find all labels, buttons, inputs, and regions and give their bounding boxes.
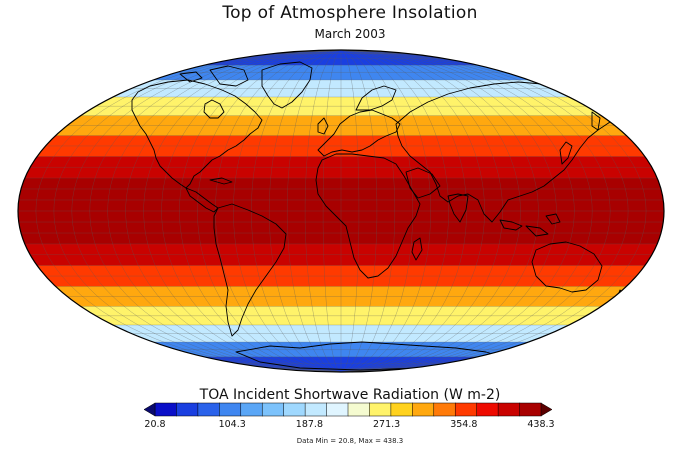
data-range-note: Data Min = 20.8, Max = 438.3	[296, 437, 404, 445]
colorbar-cell	[433, 402, 456, 417]
world-map	[17, 49, 665, 373]
coastline-asia	[395, 81, 617, 223]
colorbar-max-arrow	[540, 402, 553, 417]
meridian-line	[143, 50, 342, 372]
colorbar-cell	[197, 402, 220, 417]
colorbar-cell	[412, 402, 435, 417]
meridian-line	[322, 50, 342, 372]
coastline-madagascar	[411, 237, 423, 261]
coastline-africa	[315, 153, 421, 279]
coastline-arabia	[405, 167, 441, 199]
meridian-line	[197, 50, 342, 372]
coastline-hudson-bay	[203, 99, 225, 119]
coastline-arctic-islands	[209, 65, 249, 87]
colorbar-cell	[219, 402, 242, 417]
meridian-line	[268, 50, 342, 372]
meridian-line	[125, 50, 342, 372]
colorbar-tick-label: 104.3	[219, 419, 246, 430]
colorbar-title: TOA Incident Shortwave Radiation (W m-2)	[199, 387, 501, 403]
meridian-line	[340, 50, 647, 372]
colorbar-tick-label: 438.3	[527, 419, 554, 430]
meridian-line	[340, 50, 414, 372]
meridian-line	[340, 50, 378, 372]
graticule	[18, 50, 664, 372]
meridian-line	[340, 50, 485, 372]
map-subtitle: March 2003	[314, 27, 386, 41]
coastline-central-america	[185, 187, 219, 213]
meridian-line	[286, 50, 342, 372]
coastline-britain	[317, 117, 329, 135]
meridian-line	[340, 50, 575, 372]
colorbar-cell	[176, 402, 199, 417]
meridian-line	[340, 50, 629, 372]
meridian-line	[161, 50, 342, 372]
colorbar-min-arrow	[143, 402, 156, 417]
coastline-scandinavia	[355, 85, 397, 111]
coastline-antarctica	[235, 341, 507, 371]
meridian-line	[304, 50, 342, 372]
colorbar-cell	[347, 402, 370, 417]
map-title: Top of Atmosphere Insolation	[222, 3, 478, 23]
meridian-line	[71, 50, 342, 372]
meridian-line	[340, 50, 557, 372]
colorbar-cell	[154, 402, 177, 417]
meridian-line	[89, 50, 342, 372]
meridian-line	[233, 50, 342, 372]
colorbar-cell	[304, 402, 328, 417]
colorbar-cell	[476, 402, 499, 417]
meridian-line	[340, 50, 467, 372]
coastline-japan	[559, 141, 573, 165]
colorbar-cell	[497, 402, 521, 417]
meridian-line	[340, 50, 431, 372]
colorbar-tick-label: 187.8	[296, 419, 323, 430]
meridian-line	[35, 50, 342, 372]
meridian-line	[340, 50, 611, 372]
meridian-line	[53, 50, 342, 372]
meridian-line	[340, 50, 360, 372]
coastline-australia	[531, 241, 603, 293]
meridian-line	[107, 50, 342, 372]
coastline-greenland	[261, 61, 313, 109]
globe-outline	[17, 49, 665, 373]
meridian-line	[340, 50, 521, 372]
coastline-indonesia	[499, 219, 523, 231]
colorbar-cell	[519, 402, 542, 417]
coastline-south-america	[213, 203, 287, 337]
colorbar-cell	[390, 402, 413, 417]
coastline-europe	[317, 109, 401, 157]
colorbar-cell	[369, 402, 392, 417]
coastline-india	[447, 193, 469, 223]
colorbar-tick-label: 271.3	[373, 419, 400, 430]
meridian-line	[179, 50, 342, 372]
colorbar-cell	[326, 402, 349, 417]
meridian-line	[340, 50, 449, 372]
meridian-line	[340, 50, 593, 372]
colorbar-tick-label: 20.8	[144, 419, 165, 430]
colorbar-cell	[261, 402, 285, 417]
colorbar-cell	[240, 402, 263, 417]
colorbar-cell	[283, 402, 306, 417]
meridian-line	[340, 50, 503, 372]
colorbar-tick-label: 354.8	[450, 419, 477, 430]
coastline-north-america	[131, 79, 263, 189]
coastlines	[131, 61, 627, 371]
colorbar-cell	[454, 402, 478, 417]
